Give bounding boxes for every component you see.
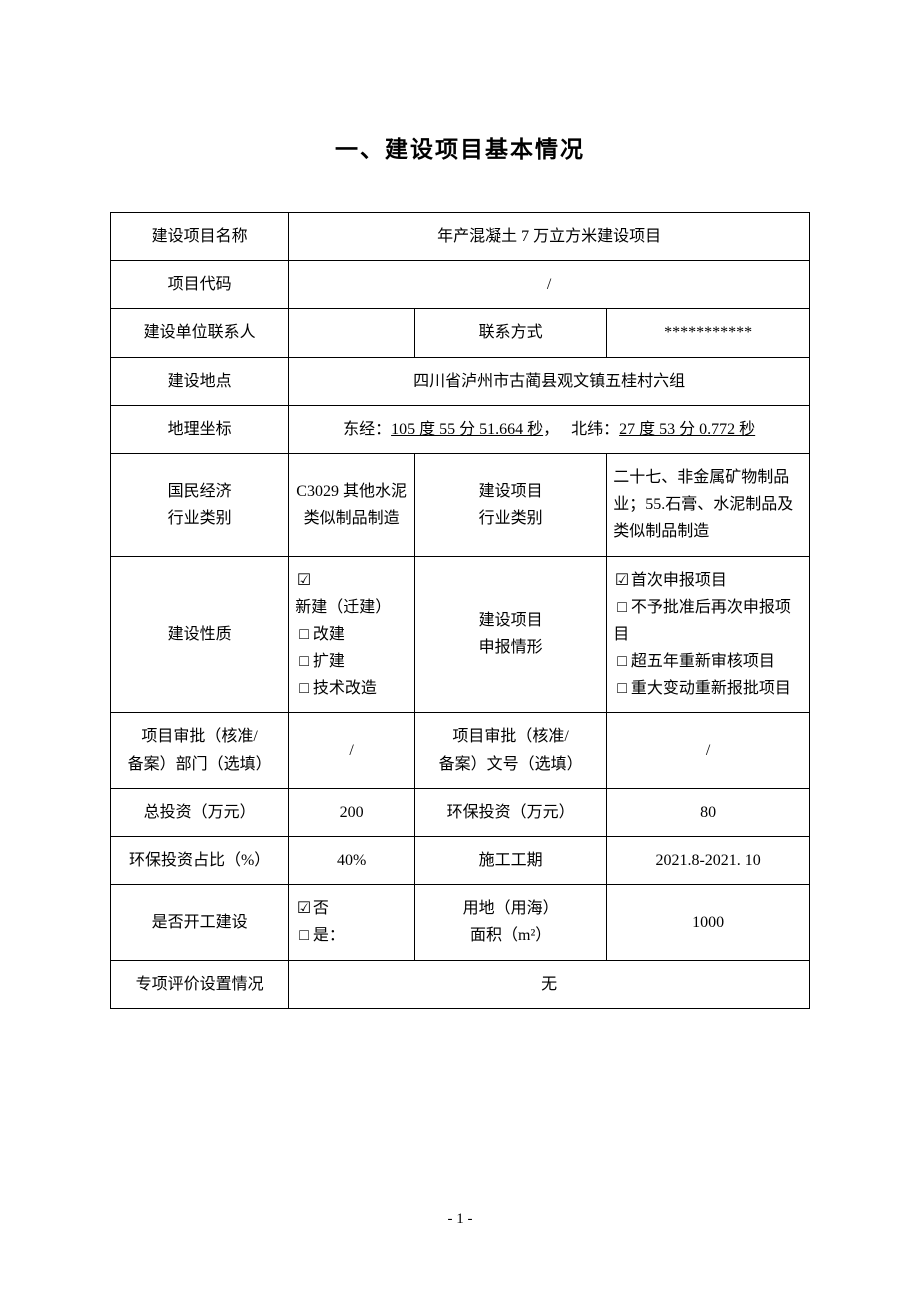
value-filing-situation: ☑首次申报项目 □不予批准后再次申报项目 □超五年重新审核项目 □重大变动重新报… bbox=[607, 556, 810, 713]
checkbox-option: ☑首次申报项目 bbox=[613, 567, 803, 594]
checkbox-icon: □ bbox=[295, 675, 313, 702]
checkbox-label: 扩建 bbox=[313, 653, 345, 670]
value-project-code: / bbox=[289, 261, 810, 309]
checkbox-option: □改建 bbox=[295, 621, 408, 648]
label-build-category: 建设项目行业类别 bbox=[415, 453, 607, 556]
checkbox-icon: □ bbox=[613, 594, 631, 621]
label-approval-no: 项目审批（核准/备案）文号（选填） bbox=[415, 713, 607, 788]
checkbox-option: □不予批准后再次申报项目 bbox=[613, 594, 803, 648]
checkbox-label: 改建 bbox=[313, 626, 345, 643]
project-info-table: 建设项目名称 年产混凝土 7 万立方米建设项目 项目代码 / 建设单位联系人 联… bbox=[110, 212, 810, 1009]
checkbox-option: ☑否 bbox=[295, 895, 408, 922]
latitude-value: 27 度 53 分 0.772 秒 bbox=[619, 421, 755, 438]
value-land-area: 1000 bbox=[607, 885, 810, 960]
checkbox-icon: □ bbox=[295, 621, 313, 648]
value-approval-no: / bbox=[607, 713, 810, 788]
page-number: - 1 - bbox=[0, 1211, 920, 1228]
label-contact-method: 联系方式 bbox=[415, 309, 607, 357]
table-row: 建设地点 四川省泸州市古蔺县观文镇五桂村六组 bbox=[111, 357, 810, 405]
checkbox-label: 不予批准后再次申报项目 bbox=[613, 599, 791, 643]
table-row: 总投资（万元） 200 环保投资（万元） 80 bbox=[111, 788, 810, 836]
checkbox-option: □超五年重新审核项目 bbox=[613, 648, 803, 675]
table-row: 建设项目名称 年产混凝土 7 万立方米建设项目 bbox=[111, 213, 810, 261]
checkbox-option: □技术改造 bbox=[295, 675, 408, 702]
table-row: 项目代码 / bbox=[111, 261, 810, 309]
label-env-invest: 环保投资（万元） bbox=[415, 788, 607, 836]
checkbox-icon: ☑ bbox=[295, 895, 313, 922]
longitude-value: 105 度 55 分 51.664 秒 bbox=[391, 421, 543, 438]
label-started: 是否开工建设 bbox=[111, 885, 289, 960]
value-construction-period: 2021.8-2021. 10 bbox=[607, 837, 810, 885]
label-build-nature: 建设性质 bbox=[111, 556, 289, 713]
value-build-nature: ☑新建（迁建） □改建 □扩建 □技术改造 bbox=[289, 556, 415, 713]
label-location: 建设地点 bbox=[111, 357, 289, 405]
label-project-name: 建设项目名称 bbox=[111, 213, 289, 261]
value-geo-coord: 东经：105 度 55 分 51.664 秒， 北纬：27 度 53 分 0.7… bbox=[289, 405, 810, 453]
checkbox-label: 否 bbox=[313, 900, 329, 917]
table-row: 建设性质 ☑新建（迁建） □改建 □扩建 □技术改造 建设项目申报情形 ☑首次申… bbox=[111, 556, 810, 713]
label-filing-situation: 建设项目申报情形 bbox=[415, 556, 607, 713]
table-row: 建设单位联系人 联系方式 *********** bbox=[111, 309, 810, 357]
label-contact-person: 建设单位联系人 bbox=[111, 309, 289, 357]
checkbox-option: □扩建 bbox=[295, 648, 408, 675]
checkbox-icon: □ bbox=[295, 648, 313, 675]
checkbox-icon: □ bbox=[295, 922, 313, 949]
label-project-code: 项目代码 bbox=[111, 261, 289, 309]
label-construction-period: 施工工期 bbox=[415, 837, 607, 885]
value-env-ratio: 40% bbox=[289, 837, 415, 885]
value-build-category: 二十七、非金属矿物制品业；55.石膏、水泥制品及类似制品制造 bbox=[607, 453, 810, 556]
coord-separator: ， bbox=[543, 421, 559, 438]
checkbox-icon: □ bbox=[613, 675, 631, 702]
label-geo-coord: 地理坐标 bbox=[111, 405, 289, 453]
checkbox-label: 新建（迁建） bbox=[295, 599, 391, 616]
label-total-invest: 总投资（万元） bbox=[111, 788, 289, 836]
checkbox-icon: ☑ bbox=[295, 567, 313, 594]
value-contact-method: *********** bbox=[607, 309, 810, 357]
checkbox-option: □是： bbox=[295, 922, 408, 949]
table-row: 地理坐标 东经：105 度 55 分 51.664 秒， 北纬：27 度 53 … bbox=[111, 405, 810, 453]
label-env-ratio: 环保投资占比（%） bbox=[111, 837, 289, 885]
longitude-label: 东经： bbox=[343, 421, 391, 438]
label-econ-category: 国民经济行业类别 bbox=[111, 453, 289, 556]
value-econ-category: C3029 其他水泥类似制品制造 bbox=[289, 453, 415, 556]
checkbox-label: 重大变动重新报批项目 bbox=[631, 680, 791, 697]
latitude-label: 北纬： bbox=[571, 421, 619, 438]
checkbox-label: 技术改造 bbox=[313, 680, 377, 697]
label-approval-dept: 项目审批（核准/备案）部门（选填） bbox=[111, 713, 289, 788]
checkbox-label: 是： bbox=[313, 927, 345, 944]
value-location: 四川省泸州市古蔺县观文镇五桂村六组 bbox=[289, 357, 810, 405]
value-started: ☑否 □是： bbox=[289, 885, 415, 960]
label-special-eval: 专项评价设置情况 bbox=[111, 960, 289, 1008]
checkbox-label: 超五年重新审核项目 bbox=[631, 653, 775, 670]
label-land-area: 用地（用海）面积（m²） bbox=[415, 885, 607, 960]
table-row: 专项评价设置情况 无 bbox=[111, 960, 810, 1008]
value-special-eval: 无 bbox=[289, 960, 810, 1008]
table-row: 是否开工建设 ☑否 □是： 用地（用海）面积（m²） 1000 bbox=[111, 885, 810, 960]
checkbox-label: 首次申报项目 bbox=[631, 572, 727, 589]
table-row: 环保投资占比（%） 40% 施工工期 2021.8-2021. 10 bbox=[111, 837, 810, 885]
section-title: 一、建设项目基本情况 bbox=[110, 130, 810, 164]
value-project-name: 年产混凝土 7 万立方米建设项目 bbox=[289, 213, 810, 261]
checkbox-option: □重大变动重新报批项目 bbox=[613, 675, 803, 702]
checkbox-icon: ☑ bbox=[613, 567, 631, 594]
value-env-invest: 80 bbox=[607, 788, 810, 836]
table-row: 国民经济行业类别 C3029 其他水泥类似制品制造 建设项目行业类别 二十七、非… bbox=[111, 453, 810, 556]
value-contact-person bbox=[289, 309, 415, 357]
checkbox-option: ☑ 新建（迁建） bbox=[295, 567, 408, 621]
table-row: 项目审批（核准/备案）部门（选填） / 项目审批（核准/备案）文号（选填） / bbox=[111, 713, 810, 788]
value-approval-dept: / bbox=[289, 713, 415, 788]
value-total-invest: 200 bbox=[289, 788, 415, 836]
checkbox-icon: □ bbox=[613, 648, 631, 675]
